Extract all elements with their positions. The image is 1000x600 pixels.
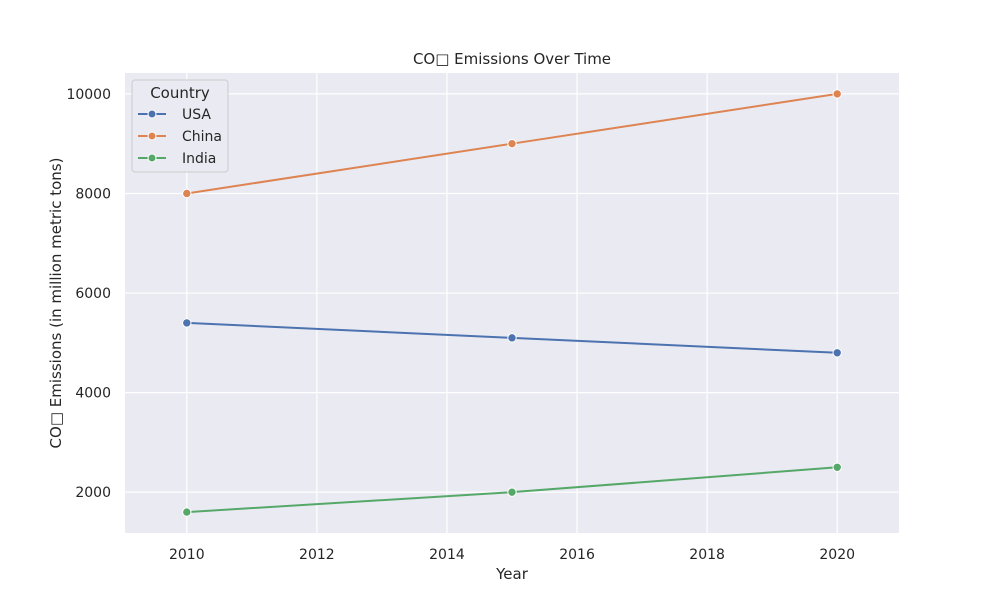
x-tick-label: 2016 bbox=[559, 547, 595, 563]
legend-label: India bbox=[182, 151, 216, 167]
legend-marker bbox=[147, 109, 157, 119]
chart-title: CO□ Emissions Over Time bbox=[413, 50, 611, 68]
legend-item-china: China bbox=[138, 129, 222, 145]
legend-label: China bbox=[182, 129, 222, 145]
legend-marker bbox=[147, 153, 157, 163]
x-axis-title: Year bbox=[495, 565, 529, 583]
legend-title: Country bbox=[150, 84, 210, 102]
data-point bbox=[832, 462, 842, 472]
data-point bbox=[507, 138, 517, 149]
y-axis-title: CO□ Emissions (in million metric tons) bbox=[47, 158, 65, 449]
series-india bbox=[182, 462, 842, 517]
data-point bbox=[182, 188, 192, 199]
y-tick-label: 10000 bbox=[66, 87, 111, 103]
legend-box bbox=[131, 79, 229, 173]
x-axis-ticks: 2010 2012 2014 2016 2018 2020 bbox=[169, 547, 855, 563]
legend: Country USA China India bbox=[131, 79, 229, 173]
x-tick-label: 2020 bbox=[819, 547, 855, 563]
y-axis-ticks: 2000 4000 6000 8000 10000 bbox=[66, 87, 111, 501]
legend-item-usa: USA bbox=[138, 107, 211, 123]
y-tick-label: 6000 bbox=[75, 286, 111, 302]
series-layer bbox=[182, 89, 842, 517]
data-point bbox=[507, 487, 517, 497]
data-point bbox=[832, 348, 842, 358]
legend-label: USA bbox=[182, 107, 211, 123]
data-point bbox=[182, 507, 192, 517]
legend-marker bbox=[147, 131, 157, 141]
data-point bbox=[832, 89, 842, 99]
series-china bbox=[182, 89, 842, 199]
series-usa bbox=[182, 318, 842, 358]
legend-item-india: India bbox=[138, 151, 216, 167]
y-tick-label: 4000 bbox=[75, 386, 111, 402]
y-tick-label: 8000 bbox=[75, 186, 111, 202]
grid bbox=[125, 73, 899, 533]
data-point bbox=[182, 318, 192, 328]
plot-area bbox=[125, 73, 899, 533]
x-tick-label: 2012 bbox=[299, 547, 335, 563]
x-tick-label: 2018 bbox=[689, 547, 725, 563]
x-tick-label: 2014 bbox=[429, 547, 465, 563]
legend-items: USA China India bbox=[138, 107, 222, 167]
data-point bbox=[507, 333, 517, 343]
y-tick-label: 2000 bbox=[75, 485, 111, 501]
x-tick-label: 2010 bbox=[169, 547, 205, 563]
